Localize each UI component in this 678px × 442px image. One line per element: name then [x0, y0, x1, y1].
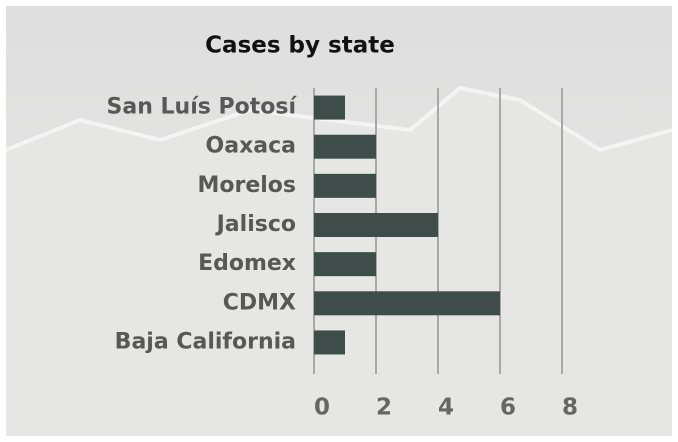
bar	[314, 134, 376, 159]
y-tick-label: Baja California	[115, 329, 296, 354]
y-tick-label: Morelos	[197, 173, 296, 198]
bar	[314, 291, 500, 316]
x-tick-label: 8	[562, 395, 578, 421]
y-tick-label: CDMX	[223, 290, 296, 315]
x-tick-label: 2	[376, 395, 392, 421]
paper-tear-edge	[5, 85, 673, 153]
y-tick-label: Edomex	[198, 251, 296, 276]
bar	[314, 173, 376, 198]
chart-title: Cases by state	[205, 33, 395, 59]
bar	[314, 95, 345, 120]
bar	[314, 330, 345, 355]
x-tick-label: 6	[500, 395, 516, 421]
x-tick-label: 0	[314, 395, 330, 421]
y-tick-label: Oaxaca	[206, 134, 296, 159]
bar	[314, 252, 376, 277]
y-tick-label: Jalisco	[215, 212, 296, 237]
x-tick-label: 4	[438, 395, 454, 421]
bar	[314, 213, 438, 237]
y-tick-label: San Luís Potosí	[107, 95, 298, 120]
